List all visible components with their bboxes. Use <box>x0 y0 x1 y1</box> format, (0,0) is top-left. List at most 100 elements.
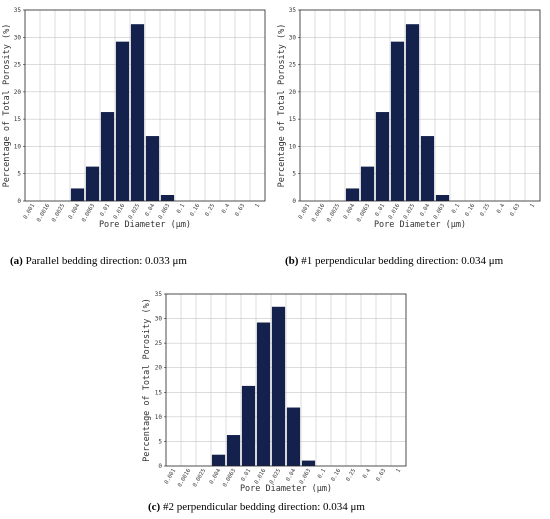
x-tick-label: 0.1 <box>317 468 327 480</box>
bar-0.063 <box>301 460 316 466</box>
bar-0.01 <box>241 385 256 466</box>
x-tick-label: 0.016 <box>388 203 401 220</box>
x-tick-label: 0.25 <box>479 203 491 217</box>
x-axis-label: Pore Diameter (μm) <box>99 220 191 230</box>
y-tick-label: 30 <box>14 34 22 41</box>
y-tick-label: 35 <box>155 291 163 298</box>
y-tick-label: 5 <box>292 171 296 178</box>
bar-0.004 <box>70 188 85 201</box>
x-tick-label: 0.0025 <box>192 468 207 488</box>
x-tick-label: 0.4 <box>362 467 373 479</box>
x-tick-label: 0.16 <box>189 203 201 217</box>
x-tick-label: 0.4 <box>221 202 232 214</box>
caption-b-letter: (b) <box>285 255 299 267</box>
x-tick-label: 0.001 <box>298 203 311 220</box>
x-tick-label: 0.4 <box>496 202 507 214</box>
x-tick-label: 0.0025 <box>51 203 66 223</box>
chart-a-svg: 0 5 10 15 20 25 30 35 0.001 0.0016 0.0025 0.004 0.00… <box>2 7 266 230</box>
bar-0.063 <box>160 194 175 201</box>
x-tick-label: 0.063 <box>433 203 446 220</box>
y-axis-label: Percentage of Total Porosity (%) <box>2 24 12 188</box>
y-tick-label: 25 <box>289 62 297 69</box>
y-tick-label: 10 <box>289 143 297 150</box>
bar-0.004 <box>211 454 226 466</box>
chart-panel-b: 0 5 10 15 20 25 30 35 0.001 0.0016 0.0025 0.004 0.00… <box>275 0 550 267</box>
x-tick-label: 0.0016 <box>36 203 51 223</box>
x-tick-label: 0.025 <box>128 203 141 220</box>
y-tick-label: 15 <box>155 389 163 396</box>
y-tick-label: 35 <box>289 7 297 14</box>
bar-0.04 <box>420 136 435 201</box>
x-tick-label: 1 <box>254 203 261 209</box>
y-axis-label: Percentage of Total Porosity (%) <box>142 298 152 462</box>
caption-a: (a) Parallel bedding direction: 0.033 μm <box>10 255 187 267</box>
bar-0.063 <box>435 194 450 201</box>
x-tick-label: 0.04 <box>285 467 297 482</box>
y-tick-label: 0 <box>292 198 296 205</box>
y-tick-label: 5 <box>158 438 162 445</box>
plot-frame <box>165 293 407 467</box>
x-tick-label: 1 <box>395 468 402 474</box>
x-tick-label: 0.1 <box>176 203 186 215</box>
y-tick-label: 20 <box>155 365 163 372</box>
bar-0.025 <box>271 306 286 466</box>
x-axis-label: Pore Diameter (μm) <box>240 484 332 494</box>
x-tick-label: 0.025 <box>403 203 416 220</box>
chart-panel-a: 0 5 10 15 20 25 30 35 0.001 0.0016 0.0025 0.004 0.00… <box>0 0 275 267</box>
x-tick-label: 0.63 <box>509 203 521 217</box>
y-tick-label: 30 <box>289 34 297 41</box>
y-tick-label: 10 <box>14 143 22 150</box>
plot-frame <box>24 9 266 202</box>
plot-frame <box>299 9 541 202</box>
caption-b-text: #1 perpendicular bedding direction: 0.03… <box>301 255 504 267</box>
x-tick-label: 0.0025 <box>326 203 341 223</box>
y-tick-label: 35 <box>14 7 22 14</box>
y-tick-label: 30 <box>155 316 163 323</box>
bar-0.01 <box>375 112 390 201</box>
x-tick-label: 0.001 <box>164 468 177 485</box>
bar-0.016 <box>115 41 130 201</box>
x-tick-label: 1 <box>529 203 536 209</box>
x-tick-label: 0.0063 <box>81 203 96 223</box>
x-tick-label: 0.063 <box>299 468 312 485</box>
bar-0.04 <box>286 407 301 466</box>
y-tick-label: 5 <box>17 171 21 178</box>
x-tick-label: 0.016 <box>113 203 126 220</box>
x-tick-label: 0.0063 <box>222 468 237 488</box>
x-tick-label: 0.63 <box>234 203 246 217</box>
x-tick-label: 0.16 <box>464 203 476 217</box>
x-tick-label: 0.004 <box>343 202 357 220</box>
x-tick-label: 0.0016 <box>177 468 192 488</box>
x-tick-label: 0.63 <box>375 468 387 482</box>
bar-0.0063 <box>360 166 375 201</box>
x-axis-label: Pore Diameter (μm) <box>374 220 466 230</box>
x-tick-label: 0.25 <box>345 468 357 482</box>
x-tick-label: 0.01 <box>99 203 111 217</box>
x-tick-label: 0.04 <box>144 202 156 217</box>
bar-0.0063 <box>226 435 241 466</box>
x-tick-label: 0.016 <box>254 468 267 485</box>
x-tick-label: 0.0063 <box>356 203 371 223</box>
x-tick-label: 0.16 <box>330 468 342 482</box>
y-tick-label: 25 <box>155 340 163 347</box>
bar-0.01 <box>100 112 115 201</box>
x-tick-label: 0.004 <box>68 202 82 220</box>
bar-0.025 <box>130 24 145 202</box>
bar-0.016 <box>256 322 271 466</box>
bar-0.004 <box>345 188 360 201</box>
x-tick-label: 0.01 <box>240 468 252 482</box>
bar-0.04 <box>145 136 160 201</box>
x-tick-label: 0.25 <box>204 203 216 217</box>
x-tick-label: 0.001 <box>23 203 36 220</box>
caption-c: (c) #2 perpendicular bedding direction: … <box>148 501 365 513</box>
x-tick-label: 0.0016 <box>311 203 326 223</box>
caption-a-text: Parallel bedding direction: 0.033 μm <box>25 255 187 267</box>
y-tick-label: 20 <box>289 89 297 96</box>
x-tick-label: 0.04 <box>419 202 431 217</box>
x-tick-label: 0.063 <box>158 203 171 220</box>
chart-panel-c: 0 5 10 15 20 25 30 35 0.001 0.0016 0.0025 0.004 0.00… <box>138 283 413 519</box>
x-tick-label: 0.025 <box>269 468 282 485</box>
y-tick-label: 20 <box>14 89 22 96</box>
y-tick-label: 15 <box>289 116 297 123</box>
bar-0.0063 <box>85 166 100 201</box>
